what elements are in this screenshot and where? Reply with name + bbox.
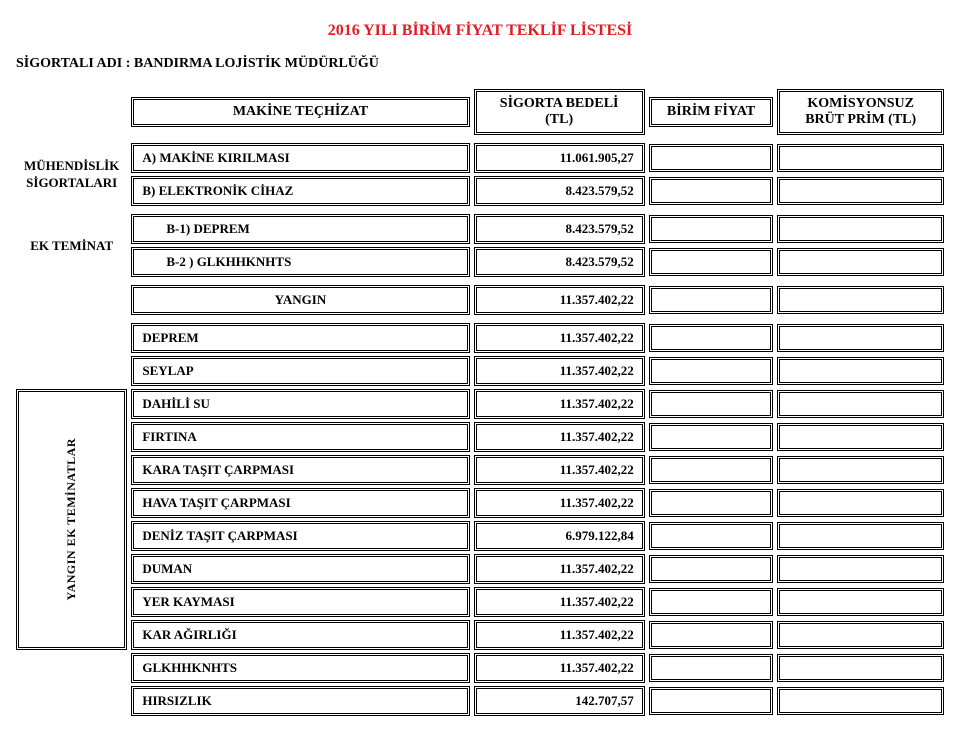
- b1-deprem-birim: [649, 215, 774, 243]
- kar-prim: [777, 621, 944, 649]
- row-b-elek: B) ELEKTRONİK CİHAZ 8.423.579,52: [16, 176, 944, 206]
- dahili-su-value: 11.357.402,22: [474, 389, 645, 419]
- yangin-value: 11.357.402,22: [474, 285, 645, 315]
- deprem-birim: [649, 324, 774, 352]
- b2-glk-birim: [649, 248, 774, 276]
- hirsiz-prim: [777, 687, 944, 715]
- page-title: 2016 YILI BİRİM FİYAT TEKLİF LİSTESİ: [12, 22, 948, 40]
- a-makine-label: A) MAKİNE KIRILMASI: [131, 143, 469, 173]
- row-firtina: FIRTINA 11.357.402,22: [16, 422, 944, 452]
- page-subtitle: SİGORTALI ADI : BANDIRMA LOJİSTİK MÜDÜRL…: [16, 56, 948, 72]
- glk2-prim: [777, 654, 944, 682]
- deniz-label: DENİZ TAŞIT ÇARPMASI: [131, 521, 469, 551]
- b1-deprem-prim: [777, 215, 944, 243]
- row-kar: KAR AĞIRLIĞI 11.357.402,22: [16, 620, 944, 650]
- group-yangin-ek: YANGIN EK TEMİNATLAR: [19, 438, 124, 600]
- b2-glk-value: 8.423.579,52: [474, 247, 645, 277]
- row-a-makine: MÜHENDİSLİK SİGORTALARI A) MAKİNE KIRILM…: [16, 143, 944, 173]
- group-yangin-ek-box: YANGIN EK TEMİNATLAR: [16, 389, 127, 650]
- deprem-prim: [777, 324, 944, 352]
- a-makine-prim: [777, 144, 944, 172]
- b-elek-prim: [777, 177, 944, 205]
- duman-value: 11.357.402,22: [474, 554, 645, 584]
- seylap-value: 11.357.402,22: [474, 356, 645, 386]
- glk2-label: GLKHHKNHTS: [131, 653, 469, 683]
- yangin-label: YANGIN: [131, 285, 469, 315]
- glk2-birim: [649, 654, 774, 682]
- b2-glk-label: B-2 ) GLKHHKNHTS: [131, 247, 469, 277]
- kara-label: KARA TAŞIT ÇARPMASI: [131, 455, 469, 485]
- kar-label: KAR AĞIRLIĞI: [131, 620, 469, 650]
- group-muhendislik: MÜHENDİSLİK SİGORTALARI: [16, 154, 127, 196]
- row-kara: KARA TAŞIT ÇARPMASI 11.357.402,22: [16, 455, 944, 485]
- duman-label: DUMAN: [131, 554, 469, 584]
- row-b2-glk: B-2 ) GLKHHKNHTS 8.423.579,52: [16, 247, 944, 277]
- dahili-su-prim: [777, 390, 944, 418]
- row-yangin: YANGIN 11.357.402,22: [16, 285, 944, 315]
- hava-prim: [777, 489, 944, 517]
- header-birim-fiyat: BİRİM FİYAT: [649, 97, 774, 127]
- price-list-table: MAKİNE TEÇHİZAT SİGORTA BEDELİ (TL) BİRİ…: [12, 86, 948, 719]
- row-hava: HAVA TAŞIT ÇARPMASI 11.357.402,22: [16, 488, 944, 518]
- seylap-birim: [649, 357, 774, 385]
- b-elek-label: B) ELEKTRONİK CİHAZ: [131, 176, 469, 206]
- b1-deprem-value: 8.423.579,52: [474, 214, 645, 244]
- yangin-prim: [777, 286, 944, 314]
- row-b1-deprem: EK TEMİNAT B-1) DEPREM 8.423.579,52: [16, 214, 944, 244]
- glk2-value: 11.357.402,22: [474, 653, 645, 683]
- duman-prim: [777, 555, 944, 583]
- a-makine-birim: [649, 144, 774, 172]
- b1-deprem-label: B-1) DEPREM: [131, 214, 469, 244]
- row-glk2: GLKHHKNHTS 11.357.402,22: [16, 653, 944, 683]
- deniz-value: 6.979.122,84: [474, 521, 645, 551]
- row-duman: DUMAN 11.357.402,22: [16, 554, 944, 584]
- seylap-label: SEYLAP: [131, 356, 469, 386]
- hava-birim: [649, 489, 774, 517]
- seylap-prim: [777, 357, 944, 385]
- firtina-birim: [649, 423, 774, 451]
- dahili-su-label: DAHİLİ SU: [131, 389, 469, 419]
- duman-birim: [649, 555, 774, 583]
- kara-prim: [777, 456, 944, 484]
- kara-birim: [649, 456, 774, 484]
- deprem-label: DEPREM: [131, 323, 469, 353]
- firtina-prim: [777, 423, 944, 451]
- row-deniz: DENİZ TAŞIT ÇARPMASI 6.979.122,84: [16, 521, 944, 551]
- hirsiz-birim: [649, 687, 774, 715]
- yer-birim: [649, 588, 774, 616]
- a-makine-value: 11.061.905,27: [474, 143, 645, 173]
- row-yer: YER KAYMASI 11.357.402,22: [16, 587, 944, 617]
- hirsiz-label: HIRSIZLIK: [131, 686, 469, 716]
- b2-glk-prim: [777, 248, 944, 276]
- header-prim: KOMİSYONSUZ BRÜT PRİM (TL): [777, 89, 944, 135]
- row-dahili-su: YANGIN EK TEMİNATLAR DAHİLİ SU 11.357.40…: [16, 389, 944, 419]
- header-makine: MAKİNE TEÇHİZAT: [131, 97, 469, 127]
- b-elek-birim: [649, 177, 774, 205]
- row-deprem: DEPREM 11.357.402,22: [16, 323, 944, 353]
- group-ek-teminat: EK TEMİNAT: [16, 232, 127, 260]
- deprem-value: 11.357.402,22: [474, 323, 645, 353]
- row-hirsiz: HIRSIZLIK 142.707,57: [16, 686, 944, 716]
- header-sigorta-bedeli: SİGORTA BEDELİ (TL): [474, 89, 645, 135]
- yer-prim: [777, 588, 944, 616]
- yer-value: 11.357.402,22: [474, 587, 645, 617]
- header-row: MAKİNE TEÇHİZAT SİGORTA BEDELİ (TL) BİRİ…: [16, 89, 944, 135]
- yangin-birim: [649, 286, 774, 314]
- hava-value: 11.357.402,22: [474, 488, 645, 518]
- b-elek-value: 8.423.579,52: [474, 176, 645, 206]
- firtina-label: FIRTINA: [131, 422, 469, 452]
- hava-label: HAVA TAŞIT ÇARPMASI: [131, 488, 469, 518]
- firtina-value: 11.357.402,22: [474, 422, 645, 452]
- kar-birim: [649, 621, 774, 649]
- deniz-birim: [649, 522, 774, 550]
- deniz-prim: [777, 522, 944, 550]
- dahili-su-birim: [649, 390, 774, 418]
- kar-value: 11.357.402,22: [474, 620, 645, 650]
- row-seylap: SEYLAP 11.357.402,22: [16, 356, 944, 386]
- yer-label: YER KAYMASI: [131, 587, 469, 617]
- kara-value: 11.357.402,22: [474, 455, 645, 485]
- hirsiz-value: 142.707,57: [474, 686, 645, 716]
